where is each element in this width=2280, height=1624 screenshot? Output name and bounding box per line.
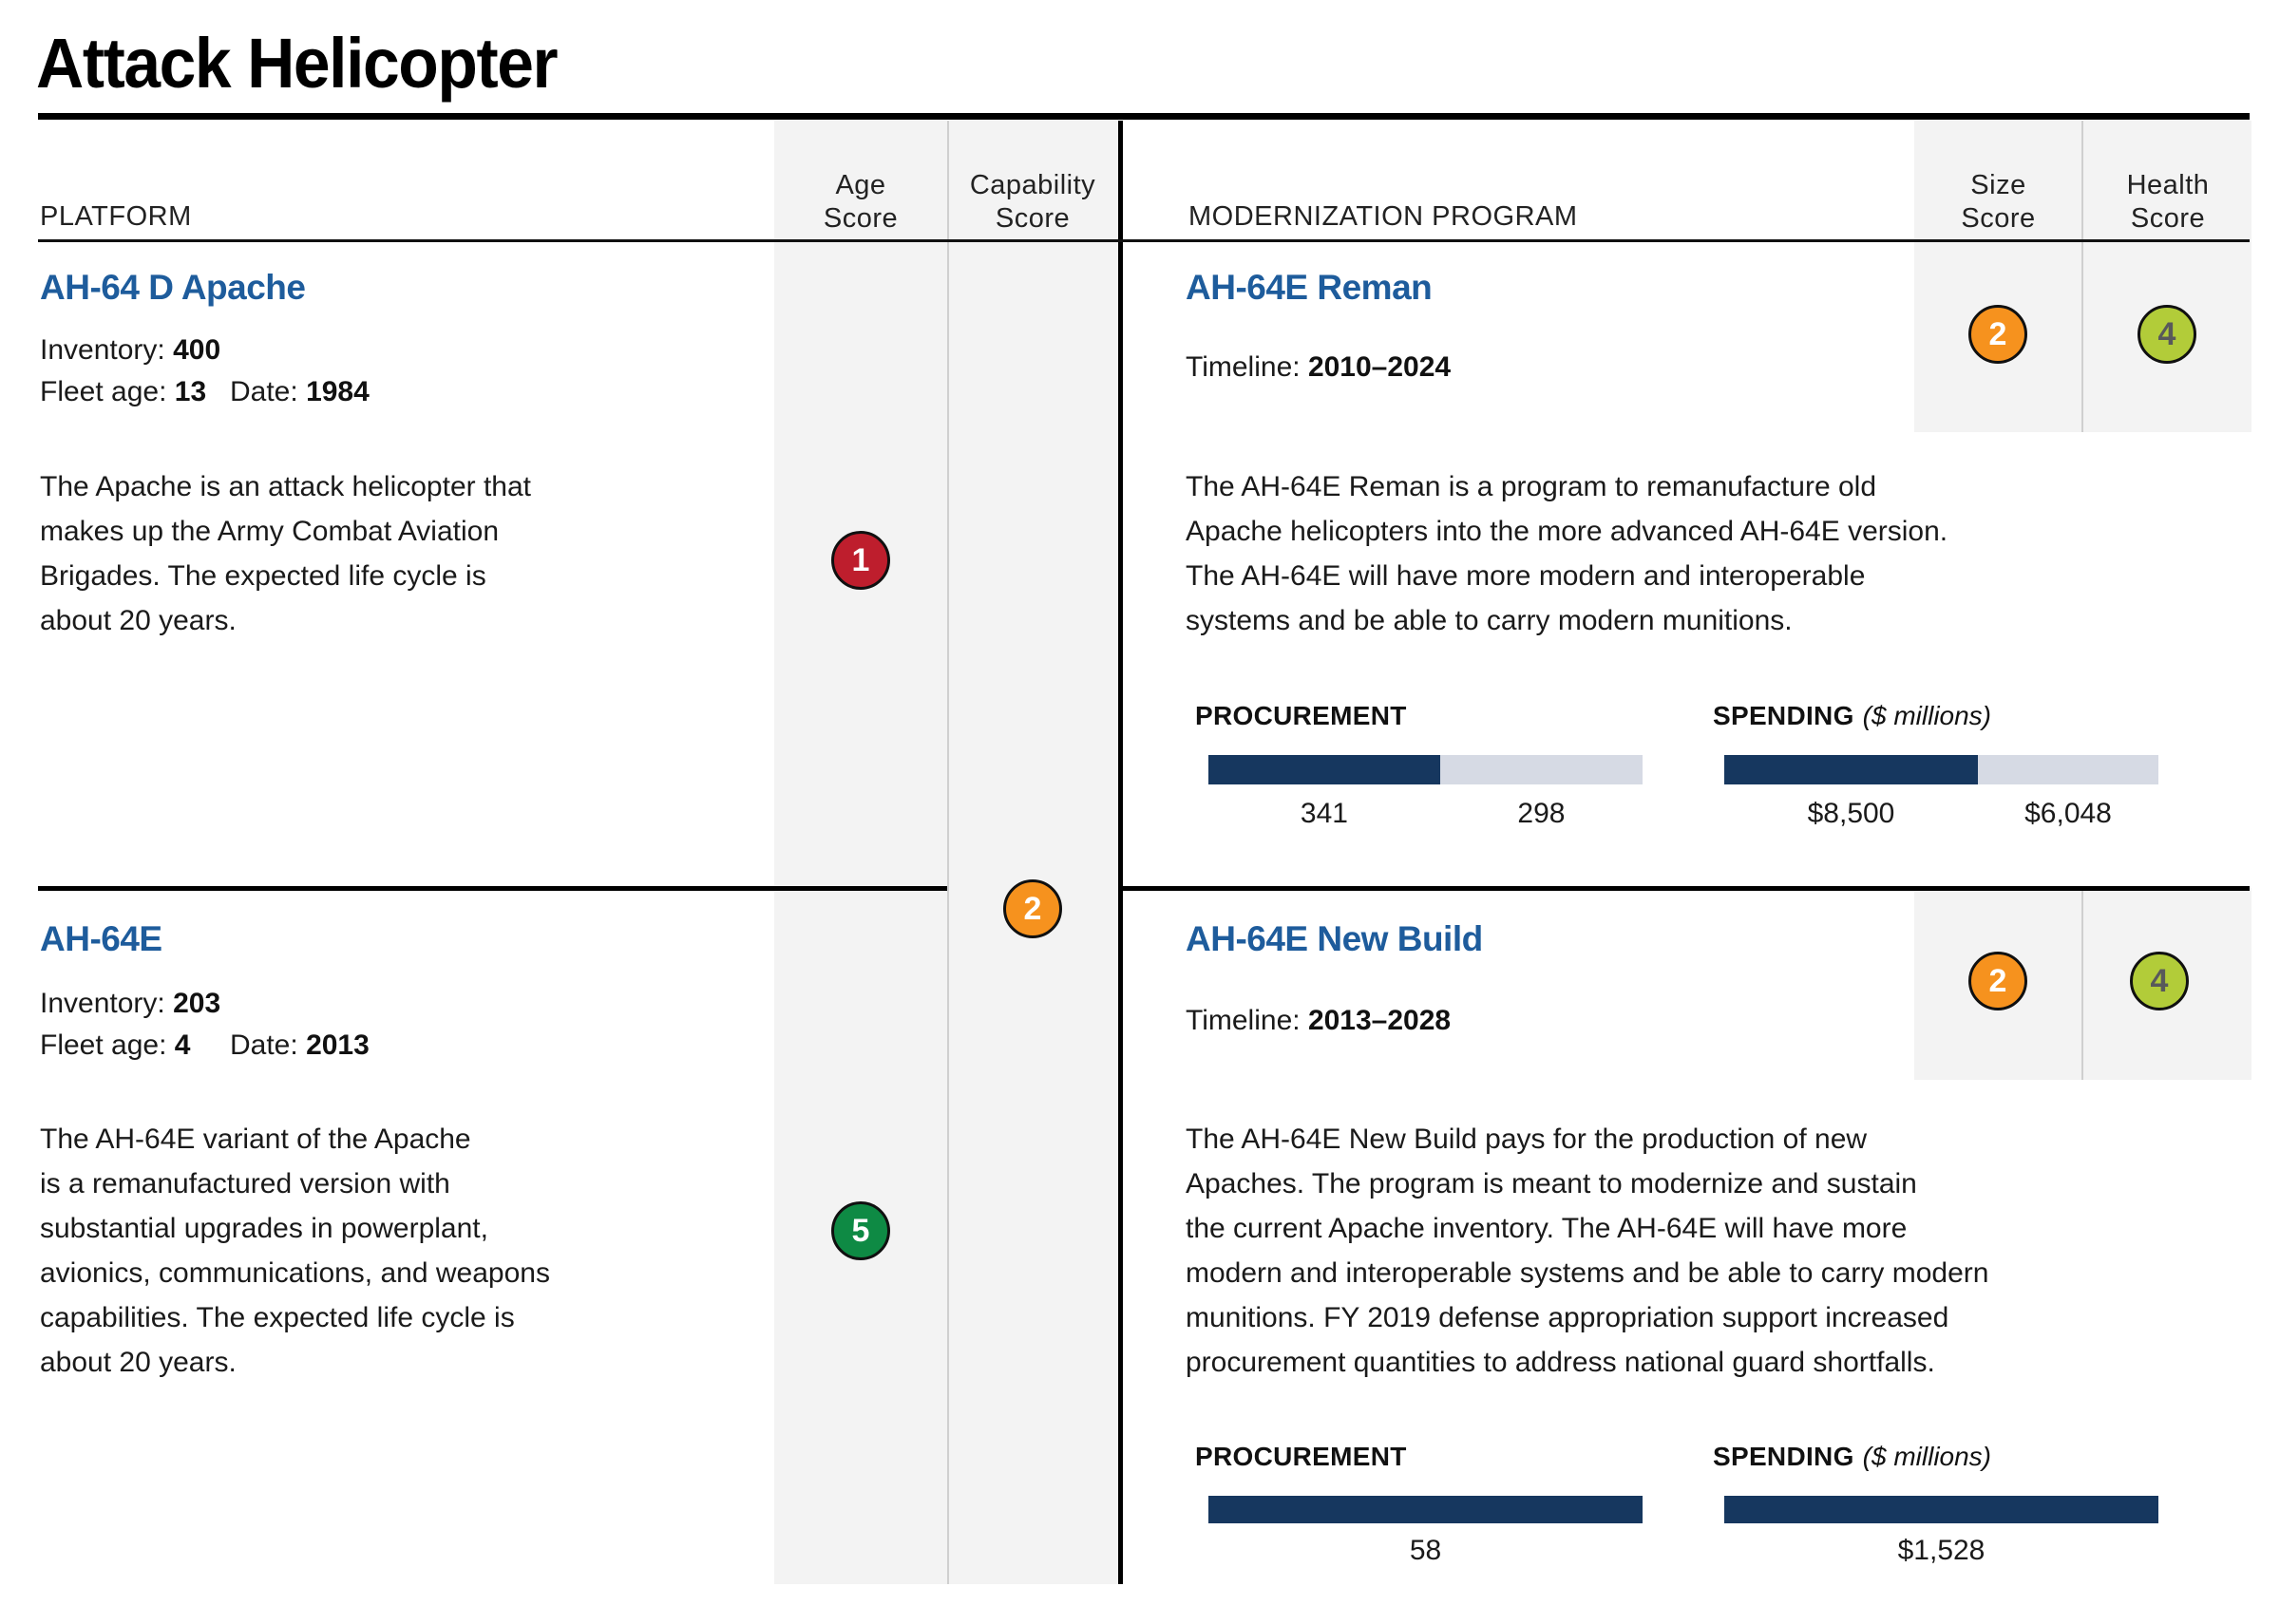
inventory-line: Inventory: 400 (40, 334, 220, 370)
bar-filled-value: 58 (1409, 1535, 1442, 1566)
inventory-label: Inventory: (40, 988, 165, 1019)
spending-chart: SPENDING ($ millions) $1,528 (1713, 1442, 2158, 1567)
capability-score-column-bg (947, 121, 1118, 1584)
age-score-badge: 5 (831, 1201, 890, 1260)
spending-chart-title: SPENDING ($ millions) (1713, 1442, 1992, 1471)
size-score-badge: 2 (1968, 305, 2027, 364)
column-header-size-score: Size Score (1961, 170, 2036, 234)
spending-chart-title: SPENDING ($ millions) (1713, 701, 1992, 730)
size-health-block-bottom (1914, 888, 2252, 1080)
date-group: Date: 1984 (230, 376, 370, 408)
fleet-age-value: 13 (174, 376, 207, 407)
bar-filled-segment (1208, 1496, 1643, 1523)
timeline-line: Timeline: 2013–2028 (1186, 1005, 1451, 1041)
date-label: Date: (230, 1029, 298, 1061)
procurement-chart: PROCUREMENT 341 298 (1195, 701, 1643, 830)
age-score-column-bg (774, 121, 947, 1584)
title-rule (38, 113, 2250, 120)
date-label: Date: (230, 376, 298, 407)
size-health-separator (2081, 888, 2083, 1080)
age-score-badge: 1 (831, 531, 890, 590)
spending-unit: ($ millions) (1862, 1442, 1992, 1471)
fleet-date-line: Fleet age: 4 Date: 2013 (40, 1029, 762, 1066)
bar-filled-value: $8,500 (1807, 798, 1895, 829)
page-title: Attack Helicopter (36, 24, 559, 103)
health-score-badge: 4 (2138, 305, 2196, 364)
header-rule (38, 239, 2250, 242)
bar-filled-segment (1208, 755, 1440, 784)
bar-remaining-value: $6,048 (2024, 798, 2112, 829)
column-header-modernization-program: MODERNIZATION PROGRAM (1188, 201, 1578, 232)
spending-bar (1724, 755, 2158, 784)
platform-name: AH-64 D Apache (40, 268, 306, 307)
bar-filled-segment (1724, 1496, 2158, 1523)
column-header-health-score: Health Score (2126, 170, 2210, 234)
size-health-block-top (1914, 121, 2252, 432)
date-group: Date: 2013 (230, 1029, 370, 1062)
spending-unit: ($ millions) (1862, 701, 1992, 730)
timeline-label: Timeline: (1186, 1005, 1301, 1036)
platform-name: AH-64E (40, 919, 162, 958)
fleet-date-line: Fleet age: 13 Date: 1984 (40, 376, 762, 412)
procurement-chart: PROCUREMENT 58 (1195, 1442, 1643, 1567)
bar-filled-value: $1,528 (1897, 1535, 1986, 1566)
bar-remaining-segment (1978, 755, 2158, 784)
row-divider-right (1118, 886, 2250, 891)
platform-description: The Apache is an attack helicopter that … (40, 471, 531, 636)
program-name: AH-64E New Build (1186, 919, 1483, 958)
date-value: 1984 (306, 376, 370, 407)
procurement-chart-title: PROCUREMENT (1195, 701, 1407, 730)
program-description: The AH-64E Reman is a program to remanuf… (1186, 471, 1948, 636)
timeline-line: Timeline: 2010–2024 (1186, 351, 1451, 387)
inventory-line: Inventory: 203 (40, 988, 220, 1024)
spending-bar (1724, 1496, 2158, 1523)
column-header-age-score: Age Score (823, 170, 899, 234)
procurement-chart-title: PROCUREMENT (1195, 1442, 1407, 1471)
inventory-value: 400 (173, 334, 221, 366)
fleet-age-label: Fleet age: (40, 1029, 167, 1061)
bar-remaining-segment (1439, 755, 1643, 784)
program-description: The AH-64E New Build pays for the produc… (1186, 1124, 1989, 1378)
platform-description: The AH-64E variant of the Apache is a re… (40, 1124, 550, 1378)
inventory-value: 203 (173, 988, 221, 1019)
spending-chart: SPENDING ($ millions) $8,500 $6,048 (1713, 701, 2158, 830)
fleet-age-label: Fleet age: (40, 376, 167, 407)
size-score-badge: 2 (1968, 952, 2027, 1010)
procurement-bar (1208, 1496, 1643, 1523)
bar-filled-value: 341 (1300, 798, 1348, 829)
platform-program-divider (1118, 121, 1123, 1584)
bar-remaining-value: 298 (1517, 798, 1566, 829)
capability-score-badge: 2 (1003, 879, 1062, 938)
procurement-bar (1208, 755, 1643, 784)
date-value: 2013 (306, 1029, 370, 1061)
row-divider-left (38, 886, 947, 891)
timeline-label: Timeline: (1186, 351, 1301, 383)
size-health-separator (2081, 121, 2083, 432)
timeline-value: 2013–2028 (1307, 1005, 1452, 1036)
column-header-capability-score: Capability Score (969, 170, 1096, 234)
fleet-age-value: 4 (174, 1029, 191, 1061)
timeline-value: 2010–2024 (1307, 351, 1452, 383)
health-score-badge: 4 (2130, 952, 2189, 1010)
column-header-platform: PLATFORM (40, 201, 192, 232)
program-name: AH-64E Reman (1186, 268, 1433, 307)
bar-filled-segment (1724, 755, 1978, 784)
inventory-label: Inventory: (40, 334, 165, 366)
